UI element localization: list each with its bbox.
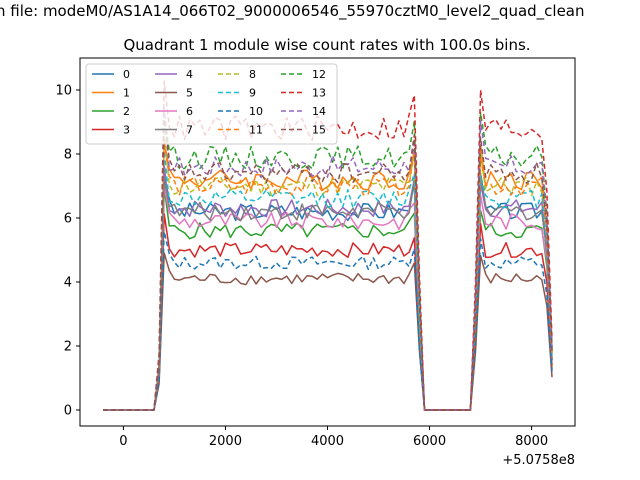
legend-label-13: 13 — [312, 87, 326, 100]
legend-label-12: 12 — [312, 68, 326, 81]
legend-label-2: 2 — [123, 105, 130, 118]
chart: n file: modeM0/AS1A14_066T02_9000006546_… — [0, 0, 640, 480]
legend-label-6: 6 — [186, 105, 193, 118]
x-tick-label: 0 — [119, 434, 127, 449]
legend-label-5: 5 — [186, 87, 193, 100]
y-tick-label: 6 — [64, 212, 72, 227]
legend-label-7: 7 — [186, 124, 193, 137]
x-tick-label: 8000 — [515, 434, 548, 449]
legend-label-1: 1 — [123, 87, 130, 100]
legend-label-14: 14 — [312, 105, 326, 118]
x-offset-label: +5.0758e8 — [502, 453, 575, 468]
y-tick-label: 2 — [64, 340, 72, 355]
legend-label-4: 4 — [186, 68, 193, 81]
y-tick-label: 8 — [64, 148, 72, 163]
chart-title: Quadrant 1 module wise count rates with … — [123, 36, 530, 54]
y-tick-label: 0 — [64, 404, 72, 419]
legend-label-9: 9 — [249, 87, 256, 100]
y-tick-label: 10 — [55, 84, 72, 99]
legend-label-8: 8 — [249, 68, 256, 81]
legend-label-10: 10 — [249, 105, 263, 118]
legend-label-15: 15 — [312, 124, 326, 137]
legend-label-3: 3 — [123, 124, 130, 137]
legend-label-11: 11 — [249, 124, 263, 137]
figure-suptitle: n file: modeM0/AS1A14_066T02_9000006546_… — [0, 2, 585, 21]
x-tick-label: 2000 — [209, 434, 242, 449]
x-tick-label: 6000 — [413, 434, 446, 449]
y-tick-label: 4 — [64, 276, 72, 291]
x-tick-label: 4000 — [311, 434, 344, 449]
legend-label-0: 0 — [123, 68, 130, 81]
